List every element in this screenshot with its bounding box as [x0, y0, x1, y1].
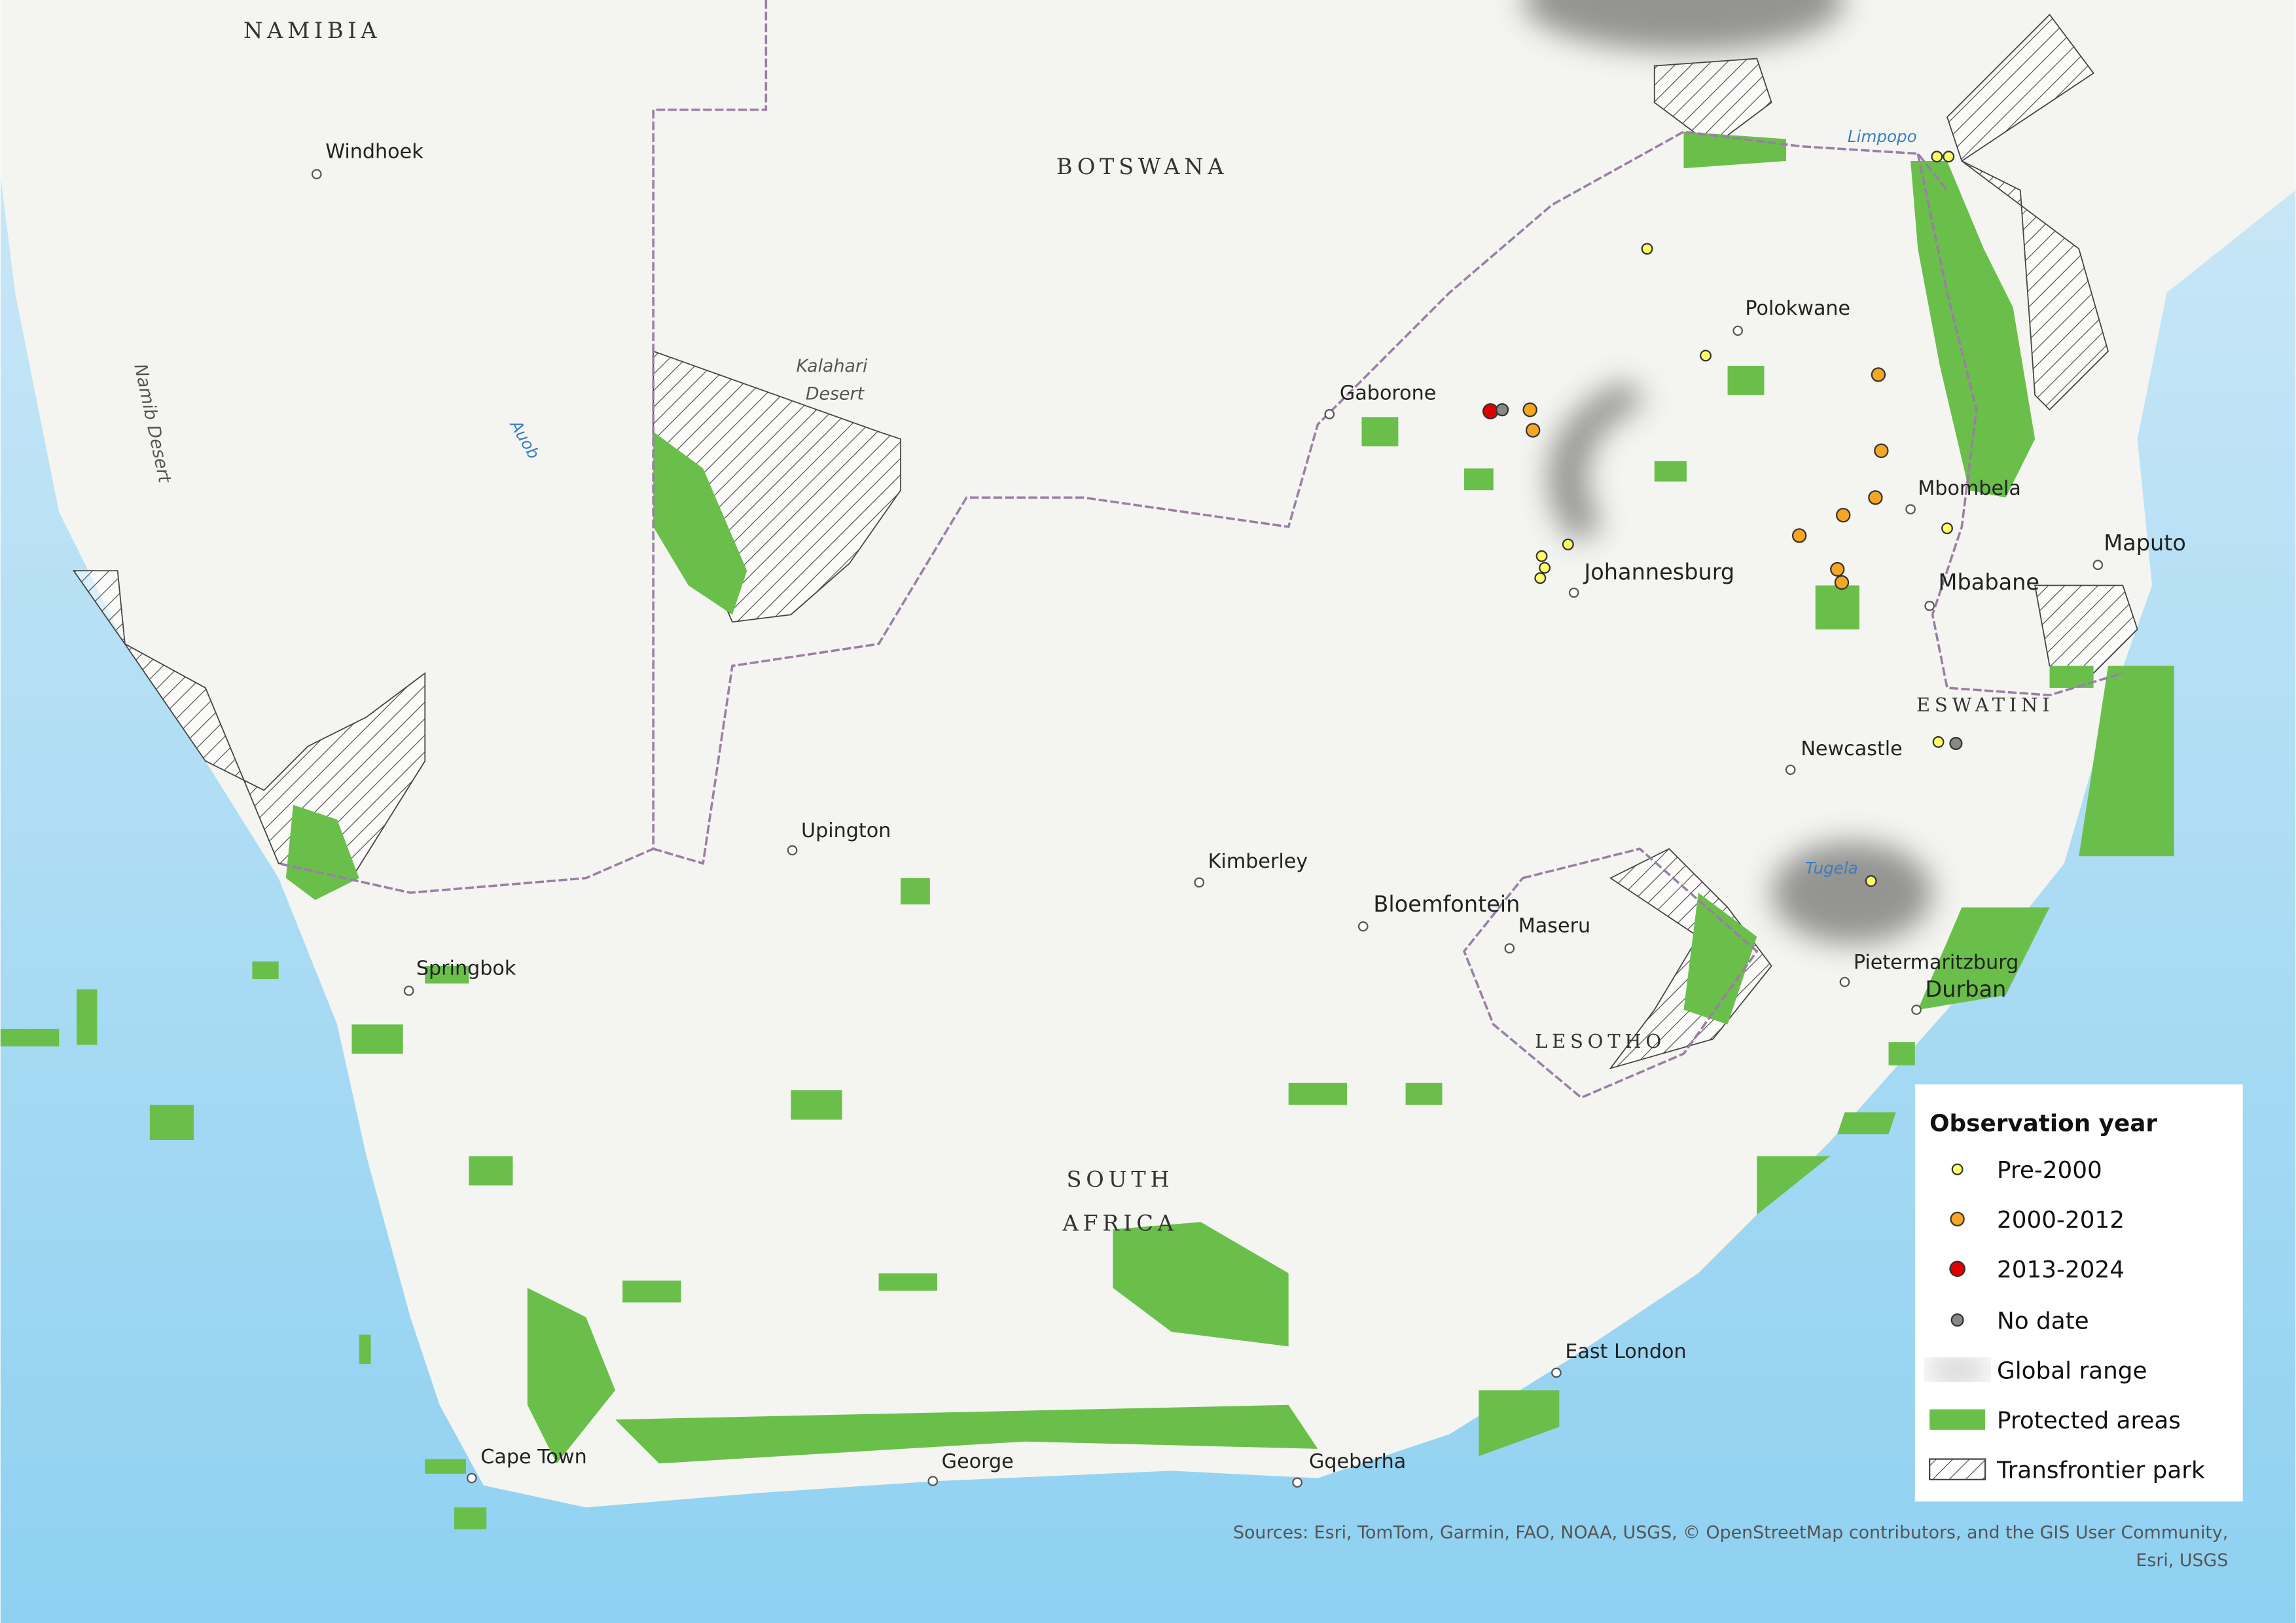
country-label: BOTSWANA — [1056, 154, 1228, 179]
city-label: Upington — [801, 819, 891, 842]
legend-label: No date — [1997, 1308, 2089, 1335]
legend-symbol — [1929, 1359, 1986, 1380]
city-label: Cape Town — [480, 1446, 586, 1469]
labels: NAMIBIA BOTSWANA SOUTH AFRICA LESOTHO ES… — [130, 18, 2186, 1473]
city-label: Gaborone — [1340, 382, 1436, 404]
city-label: George — [942, 1450, 1014, 1473]
city-label: Gqeberha — [1309, 1450, 1406, 1473]
city-label: Kimberley — [1208, 850, 1308, 873]
legend-symbol — [1929, 1458, 1986, 1480]
legend-label: 2013-2024 — [1997, 1257, 2125, 1283]
legend-symbol — [1950, 1313, 1964, 1327]
feature-label: Kalahari — [797, 356, 868, 376]
legend-label: Global range — [1997, 1358, 2147, 1385]
legend-title: Observation year — [1929, 1111, 2157, 1137]
city-dots — [311, 169, 2104, 1488]
legend-label: 2000-2012 — [1997, 1207, 2125, 1234]
city-label: Johannesburg — [1583, 560, 1734, 585]
country-label: SOUTH — [1067, 1167, 1174, 1192]
legend: Observation year Pre-2000 2000-2012 2013… — [1914, 1084, 2243, 1502]
river-label: Tugela — [1805, 859, 1858, 878]
city-label: Maputo — [2104, 530, 2186, 556]
land — [0, 0, 2296, 1508]
legend-label: Pre-2000 — [1997, 1157, 2102, 1184]
city-label: Mbombela — [1918, 477, 2021, 500]
feature-label: Desert — [806, 383, 865, 404]
city-label: Newcastle — [1801, 738, 1902, 760]
legend-symbol — [1951, 1163, 1964, 1175]
legend-symbol — [1950, 1211, 1965, 1226]
city-label: Springbok — [416, 957, 516, 980]
country-label: NAMIBIA — [243, 18, 381, 43]
country-label: ESWATINI — [1916, 694, 2054, 716]
city-label: Windhoek — [325, 141, 423, 164]
city-label: Bloemfontein — [1373, 891, 1520, 917]
city-label: Pietermaritzburg — [1854, 951, 2018, 974]
country-label: AFRICA — [1062, 1211, 1177, 1236]
city-label: Polokwane — [1745, 297, 1850, 320]
city-label: East London — [1565, 1340, 1686, 1363]
city-label: Durban — [1925, 976, 2006, 1002]
legend-symbol — [1949, 1260, 1965, 1277]
sources: Sources: Esri, TomTom, Garmin, FAO, NOAA… — [1233, 1522, 2228, 1543]
legend-box — [1914, 1084, 2243, 1502]
country-label: LESOTHO — [1535, 1030, 1666, 1052]
observations — [1482, 151, 1963, 887]
range — [1522, 0, 1933, 944]
river-label: Limpopo — [1848, 127, 1917, 146]
legend-symbol — [1929, 1409, 1986, 1430]
city-label: Mbabane — [1939, 569, 2039, 595]
legend-label: Protected areas — [1997, 1408, 2181, 1435]
sources: Esri, USGS — [2136, 1550, 2228, 1571]
borders — [278, 0, 2123, 1099]
city-label: Maseru — [1518, 914, 1590, 937]
legend-label: Transfrontier park — [1996, 1457, 2205, 1484]
protected-areas — [0, 132, 2174, 1529]
